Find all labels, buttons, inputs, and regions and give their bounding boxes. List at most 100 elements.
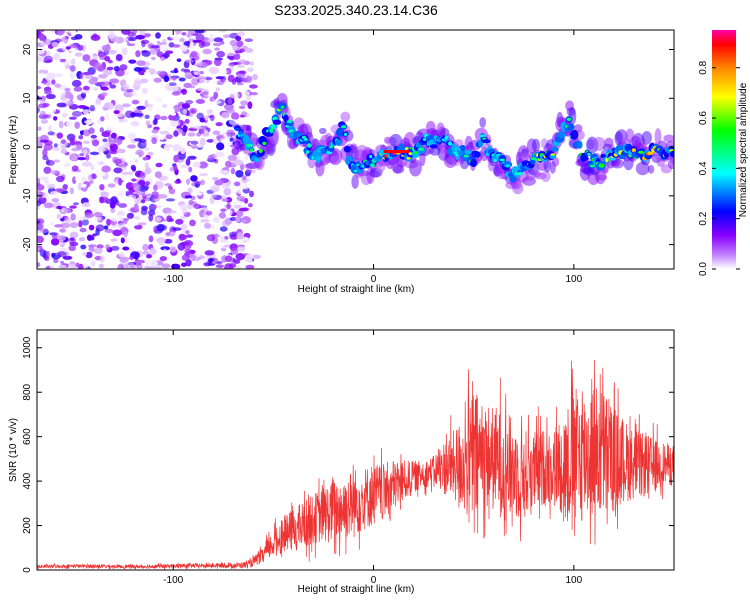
noise-blob [99, 184, 105, 191]
noise-blob [215, 252, 224, 257]
noise-blob [229, 217, 237, 221]
noise-blob [205, 76, 213, 81]
ridge-peak [418, 147, 424, 151]
noise-blob [226, 129, 236, 137]
noise-blob [196, 61, 203, 67]
noise-blob [159, 256, 167, 262]
ridge-cell [464, 149, 472, 155]
noise-blob [245, 253, 254, 261]
noise-blob [90, 164, 95, 171]
noise-blob [53, 52, 61, 61]
noise-blob [106, 66, 114, 71]
noise-blob [171, 91, 181, 96]
noise-blob [42, 102, 50, 107]
noise-blob [100, 116, 105, 122]
noise-blob [245, 48, 254, 53]
noise-blob [183, 41, 192, 46]
noise-blob [168, 210, 177, 214]
x-tick-label: 0 [371, 575, 377, 586]
noise-blob [144, 71, 151, 76]
noise-blob [126, 222, 131, 229]
noise-blob [37, 235, 44, 244]
y-tick-label: 20 [22, 44, 33, 56]
noise-blob [127, 132, 137, 140]
noise-blob [37, 140, 43, 149]
noise-blob [171, 76, 177, 81]
noise-blob [142, 156, 149, 161]
ridge-peak [587, 152, 591, 156]
noise-blob [233, 53, 241, 60]
noise-blob [37, 136, 42, 142]
noise-blob [129, 255, 134, 261]
noise-blob [101, 92, 108, 97]
noise-blob [59, 228, 66, 233]
noise-blob [210, 184, 221, 192]
noise-blob [109, 201, 116, 209]
spectrogram-frame [36, 29, 675, 270]
noise-blob [236, 31, 246, 37]
noise-blob [222, 34, 231, 39]
ridge-cell [451, 143, 457, 153]
ridge-peak [517, 171, 524, 176]
y-tick-label: 0 [22, 144, 33, 150]
spectrogram-y-label: Frequency (Hz) [8, 116, 19, 185]
noise-blob [140, 199, 146, 204]
colorbar-tick-label: 0.8 [698, 60, 709, 74]
noise-blob [162, 248, 168, 254]
noise-blob [211, 194, 217, 198]
noise-blob [140, 39, 150, 45]
ridge-peak [444, 135, 448, 141]
noise-blob [50, 238, 60, 246]
noise-blob [120, 237, 125, 244]
noise-blob [63, 208, 72, 214]
ridge-peak [448, 141, 452, 146]
noise-blob [228, 62, 236, 67]
noise-blob [71, 79, 82, 88]
ridge-peak [413, 151, 418, 155]
noise-blob [214, 151, 225, 158]
noise-blob [144, 33, 151, 38]
noise-blob [227, 97, 232, 105]
noise-blob [160, 115, 168, 121]
noise-blob [59, 239, 64, 246]
spectrogram-x-label: Height of straight line (km) [298, 284, 415, 295]
noise-blob [43, 55, 54, 63]
noise-blob [66, 30, 76, 33]
noise-blob [79, 72, 84, 80]
noise-blob [134, 216, 140, 220]
noise-blob [155, 216, 162, 222]
noise-blob [153, 117, 158, 125]
noise-blob [121, 171, 129, 175]
noise-blob [184, 195, 193, 199]
noise-blob [225, 197, 233, 203]
noise-blob [37, 191, 44, 198]
noise-blob [181, 254, 190, 261]
noise-blob [181, 208, 188, 215]
noise-blob [235, 253, 246, 261]
noise-blob [85, 251, 93, 259]
noise-blob [97, 232, 107, 240]
noise-blob [77, 203, 84, 212]
noise-blob [65, 64, 71, 69]
noise-blob [164, 238, 173, 244]
noise-blob [246, 67, 254, 73]
noise-blob [189, 85, 195, 89]
noise-blob [100, 86, 109, 91]
ridge-peak [550, 153, 555, 156]
noise-blob [185, 230, 190, 235]
noise-blob [204, 112, 209, 121]
noise-blob [131, 166, 137, 172]
noise-blob [131, 99, 140, 105]
noise-blob [148, 214, 154, 222]
y-tick-label: 400 [22, 472, 33, 489]
noise-blob [52, 147, 61, 151]
noise-blob [173, 154, 180, 163]
noise-blob [76, 144, 83, 151]
noise-blob [109, 143, 118, 152]
snr-y-ticks: 0 200 400 600 800 1000 [22, 336, 674, 573]
noise-blob [216, 142, 225, 151]
ridge-halo [351, 174, 359, 189]
noise-blob [37, 157, 42, 163]
ridge-halo [596, 174, 608, 181]
noise-blob [212, 130, 221, 135]
